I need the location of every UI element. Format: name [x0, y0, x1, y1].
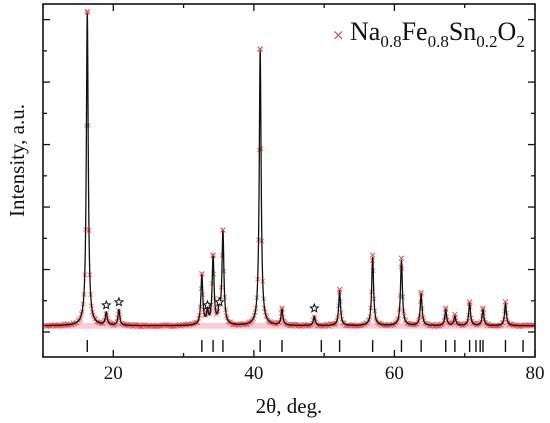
plot-frame: [42, 3, 536, 358]
legend-symbol: ×: [332, 26, 345, 44]
x-tick-label: 60: [385, 363, 404, 384]
peak-marker: [452, 311, 458, 318]
observed-point: [84, 10, 90, 16]
legend-subscript: 2: [516, 32, 525, 51]
axis-ticks: [42, 4, 536, 357]
peak-marker: [466, 299, 473, 305]
legend-element: Sn: [449, 17, 476, 46]
observed-series: [42, 10, 536, 330]
legend: × Na0.8Fe0.8Sn0.2O2: [332, 17, 525, 51]
legend-label: Na0.8Fe0.8Sn0.2O2: [350, 17, 525, 51]
x-tick-label: 40: [244, 363, 263, 384]
impurity-star: [113, 296, 125, 307]
peak-marker: [199, 271, 205, 277]
x-tick-labels: 20 40 60 80: [104, 363, 545, 384]
y-axis-label: Intensity, a.u.: [5, 104, 29, 217]
legend-element: Fe: [402, 17, 428, 46]
impurity-star: [100, 299, 112, 310]
peak-marker: [418, 289, 424, 296]
legend-element: O: [498, 17, 517, 46]
impurity-star: [202, 299, 213, 310]
impurity-star: [308, 302, 320, 313]
plot-content: [42, 8, 536, 353]
peak-marker: [480, 305, 486, 311]
x-tick-label: 80: [526, 363, 545, 384]
peak-marker: [502, 299, 509, 305]
peak-marker: [336, 286, 343, 293]
peak-marker: [210, 252, 216, 258]
peak-marker: [398, 255, 405, 261]
peak-marker: [442, 305, 449, 311]
x-axis-label: 2θ, deg.: [256, 394, 323, 418]
peak-marker: [220, 227, 226, 233]
legend-element: Na: [350, 17, 381, 46]
impurity-star: [214, 296, 225, 307]
x-tick-label: 20: [104, 363, 123, 384]
peak-marker: [257, 46, 263, 52]
legend-subscript: 0.2: [476, 32, 497, 51]
calculated-series: [44, 13, 535, 327]
legend-subscript: 0.8: [380, 32, 401, 51]
peak-marker: [279, 305, 285, 311]
peak-marker: [84, 8, 91, 15]
peak-marker: [369, 252, 376, 258]
legend-subscript: 0.8: [428, 32, 449, 51]
